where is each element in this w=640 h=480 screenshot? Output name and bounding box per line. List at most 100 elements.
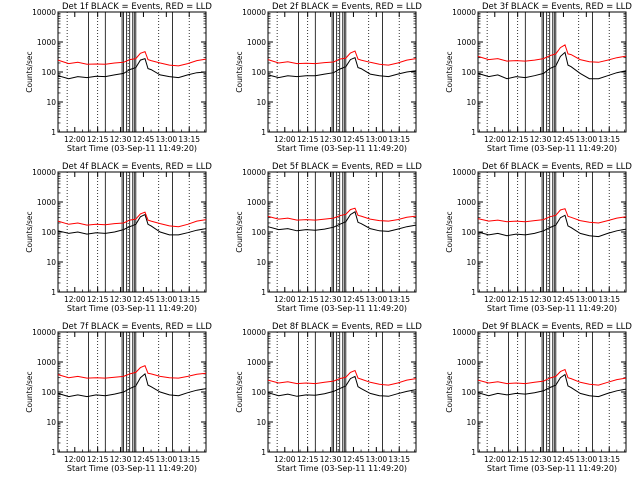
y-axis-label: Counts/sec bbox=[235, 51, 244, 92]
y-tick-label: 1000 bbox=[37, 358, 56, 367]
x-tick-label: 12:30 bbox=[530, 295, 552, 304]
x-axis-label: Start Time (03-Sep-11 11:49:20) bbox=[277, 144, 407, 153]
x-tick-label: 12:15 bbox=[297, 135, 319, 144]
x-tick-label: 13:00 bbox=[156, 135, 178, 144]
chart-title: Det 2f BLACK = Events, RED = LLD bbox=[272, 2, 422, 12]
x-tick-label: 13:15 bbox=[388, 295, 410, 304]
y-tick-label: 100 bbox=[462, 68, 477, 77]
x-tick-label: 13:00 bbox=[366, 295, 388, 304]
y-tick-label: 10000 bbox=[242, 328, 266, 337]
x-axis-label: Start Time (03-Sep-11 11:49:20) bbox=[67, 464, 197, 473]
x-tick-label: 13:00 bbox=[576, 295, 598, 304]
x-tick-label: 12:30 bbox=[530, 135, 552, 144]
x-tick-label: 12:15 bbox=[87, 455, 109, 464]
y-tick-label: 10000 bbox=[32, 168, 56, 177]
series-line-lld bbox=[267, 369, 417, 386]
plot-frame bbox=[477, 171, 627, 293]
x-tick-label: 12:45 bbox=[343, 295, 365, 304]
chart-panel-2: Det 2f BLACK = Events, RED = LLD 1 10 100 10… bbox=[235, 2, 422, 153]
x-tick-label: 12:15 bbox=[87, 135, 109, 144]
series-line-lld bbox=[57, 365, 207, 379]
x-tick-label: 12:00 bbox=[274, 295, 296, 304]
y-tick-label: 10 bbox=[256, 418, 266, 427]
chart-title: Det 5f BLACK = Events, RED = LLD bbox=[272, 162, 422, 172]
x-tick-label: 13:00 bbox=[156, 295, 178, 304]
x-tick-label: 13:15 bbox=[178, 135, 200, 144]
series-line-events bbox=[477, 51, 627, 80]
chart-panel-4: Det 4f BLACK = Events, RED = LLD 1 10 100 10… bbox=[25, 162, 212, 313]
y-axis-label: Counts/sec bbox=[25, 51, 34, 92]
y-tick-label: 1 bbox=[471, 288, 476, 297]
x-tick-label: 12:15 bbox=[297, 455, 319, 464]
x-axis-label: Start Time (03-Sep-11 11:49:20) bbox=[67, 144, 197, 153]
x-tick-label: 13:15 bbox=[178, 295, 200, 304]
series-line-lld bbox=[57, 211, 207, 228]
y-tick-label: 1000 bbox=[457, 38, 476, 47]
x-tick-label: 13:15 bbox=[598, 455, 620, 464]
chart-panel-6: Det 6f BLACK = Events, RED = LLD 1 10 100 10… bbox=[445, 162, 632, 313]
y-axis-label: Counts/sec bbox=[25, 371, 34, 412]
y-tick-label: 10000 bbox=[452, 168, 476, 177]
y-tick-label: 10000 bbox=[32, 8, 56, 17]
chart-panel-5: Det 5f BLACK = Events, RED = LLD 1 10 100 10… bbox=[235, 162, 422, 313]
x-tick-label: 12:15 bbox=[507, 295, 529, 304]
series-line-lld bbox=[267, 50, 417, 66]
y-axis-label: Counts/sec bbox=[235, 371, 244, 412]
y-tick-label: 1000 bbox=[37, 198, 56, 207]
x-tick-label: 12:00 bbox=[64, 455, 86, 464]
x-tick-label: 12:15 bbox=[297, 295, 319, 304]
plot-frame bbox=[477, 11, 627, 133]
x-tick-label: 13:15 bbox=[178, 455, 200, 464]
y-tick-label: 10000 bbox=[32, 328, 56, 337]
chart-title: Det 6f BLACK = Events, RED = LLD bbox=[482, 162, 632, 172]
x-tick-label: 12:30 bbox=[320, 455, 342, 464]
series-line-lld bbox=[267, 207, 417, 222]
x-axis-label: Start Time (03-Sep-11 11:49:20) bbox=[277, 304, 407, 313]
y-tick-label: 100 bbox=[252, 228, 267, 237]
y-tick-label: 1 bbox=[471, 448, 476, 457]
chart-title: Det 8f BLACK = Events, RED = LLD bbox=[272, 322, 422, 332]
x-tick-label: 12:00 bbox=[64, 135, 86, 144]
series-line-events bbox=[57, 373, 207, 398]
x-tick-label: 13:15 bbox=[388, 135, 410, 144]
x-tick-label: 13:15 bbox=[388, 455, 410, 464]
y-tick-label: 1000 bbox=[457, 198, 476, 207]
y-tick-label: 1000 bbox=[37, 38, 56, 47]
x-axis-label: Start Time (03-Sep-11 11:49:20) bbox=[277, 464, 407, 473]
series-line-events bbox=[267, 211, 417, 232]
y-tick-label: 1 bbox=[51, 448, 56, 457]
series-line-lld bbox=[57, 50, 207, 67]
chart-title: Det 3f BLACK = Events, RED = LLD bbox=[482, 2, 632, 12]
plot-frame bbox=[267, 171, 417, 293]
chart-title: Det 7f BLACK = Events, RED = LLD bbox=[62, 322, 212, 332]
x-tick-label: 13:00 bbox=[576, 135, 598, 144]
series-line-lld bbox=[477, 208, 627, 224]
chart-panel-1: Det 1f BLACK = Events, RED = LLD 1 10 100 10… bbox=[25, 2, 212, 153]
y-tick-label: 100 bbox=[462, 228, 477, 237]
y-axis-label: Counts/sec bbox=[235, 211, 244, 252]
series-line-events bbox=[267, 57, 417, 79]
y-axis-label: Counts/sec bbox=[25, 211, 34, 252]
y-tick-label: 10 bbox=[466, 258, 476, 267]
x-tick-label: 12:30 bbox=[320, 135, 342, 144]
y-tick-label: 10 bbox=[256, 98, 266, 107]
plot-frame bbox=[477, 331, 627, 453]
y-tick-label: 10 bbox=[256, 258, 266, 267]
x-tick-label: 12:30 bbox=[110, 295, 132, 304]
x-tick-label: 12:00 bbox=[64, 295, 86, 304]
x-tick-label: 12:45 bbox=[553, 135, 575, 144]
y-tick-label: 1000 bbox=[247, 358, 266, 367]
series-line-lld bbox=[477, 368, 627, 386]
y-tick-label: 1000 bbox=[247, 198, 266, 207]
x-axis-label: Start Time (03-Sep-11 11:49:20) bbox=[487, 464, 617, 473]
x-tick-label: 12:15 bbox=[87, 295, 109, 304]
y-tick-label: 100 bbox=[252, 68, 267, 77]
y-tick-label: 10000 bbox=[242, 168, 266, 177]
plot-frame bbox=[267, 331, 417, 453]
x-tick-label: 13:00 bbox=[576, 455, 598, 464]
x-tick-label: 12:00 bbox=[484, 135, 506, 144]
plot-frame bbox=[267, 11, 417, 133]
series-line-events bbox=[57, 57, 207, 80]
y-tick-label: 10000 bbox=[452, 8, 476, 17]
